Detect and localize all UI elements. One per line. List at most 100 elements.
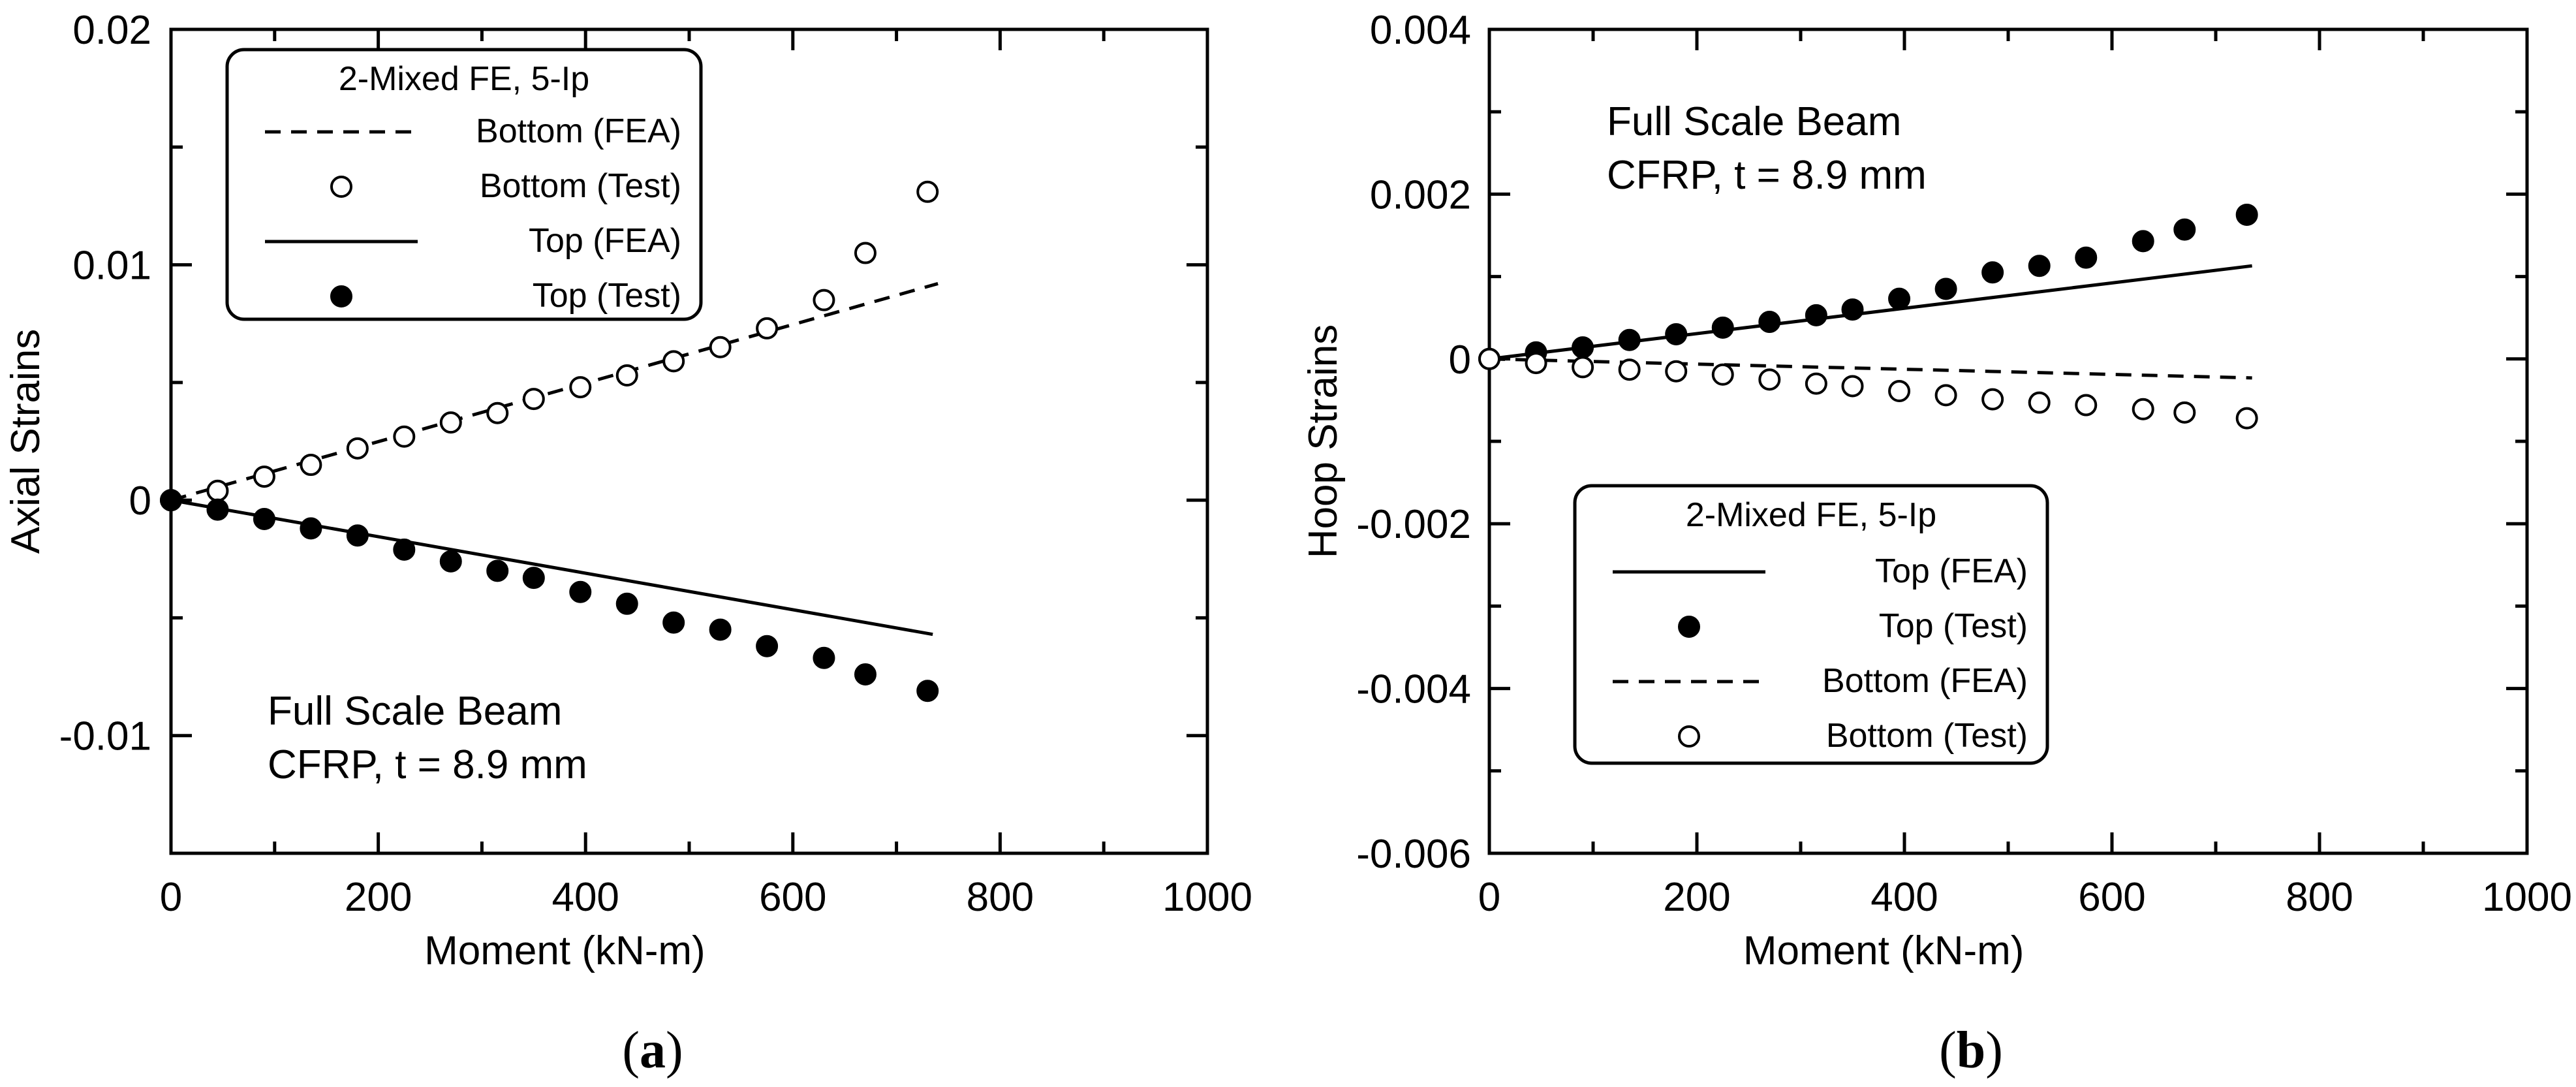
data-point xyxy=(2075,246,2098,269)
legend-swatch-marker xyxy=(1678,616,1700,638)
x-tick-label: 800 xyxy=(2286,875,2353,920)
panel-label-open: ( xyxy=(1939,1022,1957,1079)
series-line xyxy=(170,282,939,502)
legend-entry-label: Top (Test) xyxy=(1879,607,2028,645)
y-tick-label: -0.002 xyxy=(1356,502,1471,547)
data-point xyxy=(2235,203,2258,226)
data-point xyxy=(756,635,779,657)
y-axis-label: Hoop Strains xyxy=(1301,324,1346,558)
x-tick-label: 200 xyxy=(1663,875,1730,920)
data-point xyxy=(662,611,685,634)
data-point xyxy=(2235,407,2258,430)
x-tick-label: 400 xyxy=(1870,875,1938,920)
data-point xyxy=(486,402,509,424)
data-point xyxy=(1841,298,1864,321)
data-point xyxy=(1572,336,1594,359)
y-tick-label: 0.02 xyxy=(72,8,151,53)
data-point xyxy=(1572,356,1594,379)
data-point xyxy=(1711,363,1734,386)
data-point xyxy=(854,242,877,264)
data-point xyxy=(1618,358,1641,381)
data-point xyxy=(346,524,369,547)
data-point xyxy=(346,437,369,460)
data-point xyxy=(2028,255,2051,277)
data-point xyxy=(2132,398,2154,420)
x-tick-label: 1000 xyxy=(1162,875,1252,920)
data-point xyxy=(1665,323,1688,345)
legend-swatch-marker xyxy=(1678,725,1700,748)
x-axis-label: Moment (kN-m) xyxy=(424,928,706,973)
data-point xyxy=(1758,311,1781,334)
y-axis-label: Axial Strains xyxy=(3,329,48,554)
data-point xyxy=(916,180,939,203)
series-line xyxy=(1489,264,2252,361)
data-point xyxy=(393,425,416,448)
data-point xyxy=(709,336,732,358)
data-point xyxy=(206,498,229,521)
panel-label-open: ( xyxy=(622,1022,640,1079)
x-axis-label: Moment (kN-m) xyxy=(1743,928,2025,973)
x-tick-label: 1000 xyxy=(2482,875,2572,920)
data-point xyxy=(615,364,638,387)
y-tick-label: 0 xyxy=(1449,338,1471,383)
panel-label: (a) xyxy=(622,1022,683,1079)
legend-entry-label: Bottom (FEA) xyxy=(1822,662,2028,700)
legend: 2-Mixed FE, 5-Ip Top (FEA) Top (Test) Botto… xyxy=(1573,484,2049,765)
y-tick-label: 0.002 xyxy=(1370,172,1471,217)
panel-label-letter: a xyxy=(640,1022,666,1079)
legend-entry-label: Top (FEA) xyxy=(529,222,681,260)
y-tick-label: 0.004 xyxy=(1370,8,1471,53)
data-point xyxy=(1805,304,1827,326)
x-tick-label: 0 xyxy=(1478,875,1500,920)
x-tick-label: 200 xyxy=(345,875,412,920)
x-tick-label: 400 xyxy=(551,875,619,920)
legend-entry-label: Bottom (FEA) xyxy=(476,112,681,150)
data-point xyxy=(160,489,182,512)
data-point xyxy=(615,592,638,615)
data-point xyxy=(1888,380,1911,403)
data-point xyxy=(2075,394,2098,417)
x-tick-label: 600 xyxy=(2078,875,2145,920)
data-point xyxy=(300,454,322,477)
data-point xyxy=(1618,328,1641,351)
data-point xyxy=(1665,360,1688,383)
data-point xyxy=(709,618,732,641)
annotation-text: Full Scale Beam xyxy=(268,689,562,734)
data-point xyxy=(1478,347,1500,370)
data-point xyxy=(1981,388,2004,411)
series-line xyxy=(170,498,933,637)
legend: 2-Mixed FE, 5-Ip Bottom (FEA) Bottom (Test… xyxy=(225,48,703,321)
data-point xyxy=(1934,384,1957,407)
y-tick-label: -0.004 xyxy=(1356,667,1471,712)
legend-entry-label: Bottom (Test) xyxy=(1826,717,2028,755)
data-point xyxy=(2173,401,2196,424)
data-point xyxy=(2028,391,2051,414)
y-tick-label: -0.01 xyxy=(59,714,151,759)
data-point xyxy=(916,680,939,702)
data-point xyxy=(1981,261,2004,284)
data-point xyxy=(662,350,685,373)
legend-swatch-marker xyxy=(330,176,352,198)
data-point xyxy=(756,317,779,339)
data-point xyxy=(439,411,462,434)
data-point xyxy=(1934,277,1957,300)
data-point xyxy=(300,517,322,540)
data-point xyxy=(522,388,545,411)
data-point xyxy=(486,559,509,582)
y-tick-label: 0 xyxy=(129,479,151,524)
data-point xyxy=(522,567,545,590)
data-point xyxy=(1758,368,1781,391)
data-point xyxy=(854,663,877,685)
x-tick-label: 0 xyxy=(160,875,182,920)
legend-entry-label: Top (FEA) xyxy=(1875,552,2028,590)
data-point xyxy=(1711,316,1734,339)
y-tick-label: -0.006 xyxy=(1356,832,1471,877)
data-point xyxy=(2132,230,2154,253)
legend-box xyxy=(225,48,703,321)
panel-label: (b) xyxy=(1939,1022,2003,1079)
data-point xyxy=(569,580,592,603)
annotation-text: Full Scale Beam xyxy=(1607,99,1901,144)
data-point xyxy=(253,465,275,488)
data-point xyxy=(2173,218,2196,241)
